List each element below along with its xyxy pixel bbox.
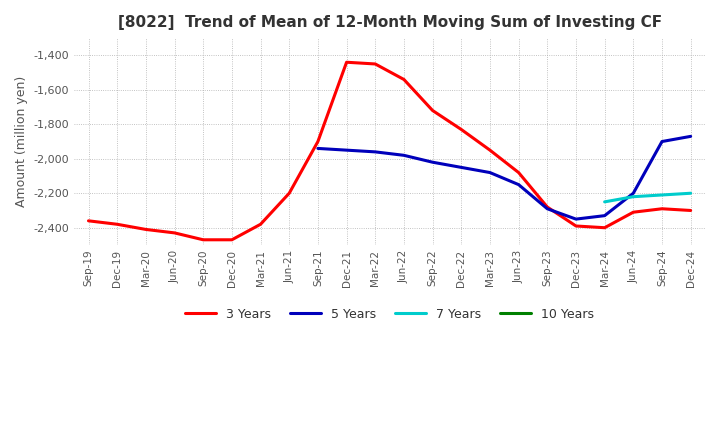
3 Years xyxy=(543,205,552,210)
3 Years xyxy=(84,218,93,224)
5 Years xyxy=(686,134,695,139)
5 Years xyxy=(657,139,666,144)
3 Years xyxy=(629,209,638,215)
3 Years xyxy=(256,222,265,227)
5 Years xyxy=(400,153,408,158)
5 Years xyxy=(485,170,494,175)
3 Years xyxy=(514,170,523,175)
3 Years xyxy=(142,227,150,232)
3 Years xyxy=(428,108,437,113)
5 Years xyxy=(428,160,437,165)
7 Years xyxy=(600,199,609,205)
5 Years xyxy=(342,147,351,153)
3 Years xyxy=(113,222,122,227)
Y-axis label: Amount (million yen): Amount (million yen) xyxy=(15,76,28,207)
5 Years xyxy=(543,206,552,211)
3 Years xyxy=(457,127,466,132)
3 Years xyxy=(170,230,179,235)
3 Years xyxy=(485,147,494,153)
Title: [8022]  Trend of Mean of 12-Month Moving Sum of Investing CF: [8022] Trend of Mean of 12-Month Moving … xyxy=(117,15,662,30)
3 Years xyxy=(686,208,695,213)
3 Years xyxy=(657,206,666,211)
7 Years xyxy=(629,194,638,199)
3 Years xyxy=(600,225,609,231)
Line: 5 Years: 5 Years xyxy=(318,136,690,219)
7 Years xyxy=(686,191,695,196)
3 Years xyxy=(371,61,379,66)
5 Years xyxy=(629,191,638,196)
3 Years xyxy=(342,59,351,65)
3 Years xyxy=(400,77,408,82)
3 Years xyxy=(228,237,236,242)
3 Years xyxy=(572,224,580,229)
5 Years xyxy=(371,149,379,154)
3 Years xyxy=(285,191,294,196)
Line: 7 Years: 7 Years xyxy=(605,193,690,202)
5 Years xyxy=(314,146,323,151)
5 Years xyxy=(572,216,580,222)
5 Years xyxy=(457,165,466,170)
5 Years xyxy=(600,213,609,218)
5 Years xyxy=(514,182,523,187)
3 Years xyxy=(314,139,323,144)
Legend: 3 Years, 5 Years, 7 Years, 10 Years: 3 Years, 5 Years, 7 Years, 10 Years xyxy=(180,303,599,326)
7 Years xyxy=(657,192,666,198)
3 Years xyxy=(199,237,207,242)
Line: 3 Years: 3 Years xyxy=(89,62,690,240)
